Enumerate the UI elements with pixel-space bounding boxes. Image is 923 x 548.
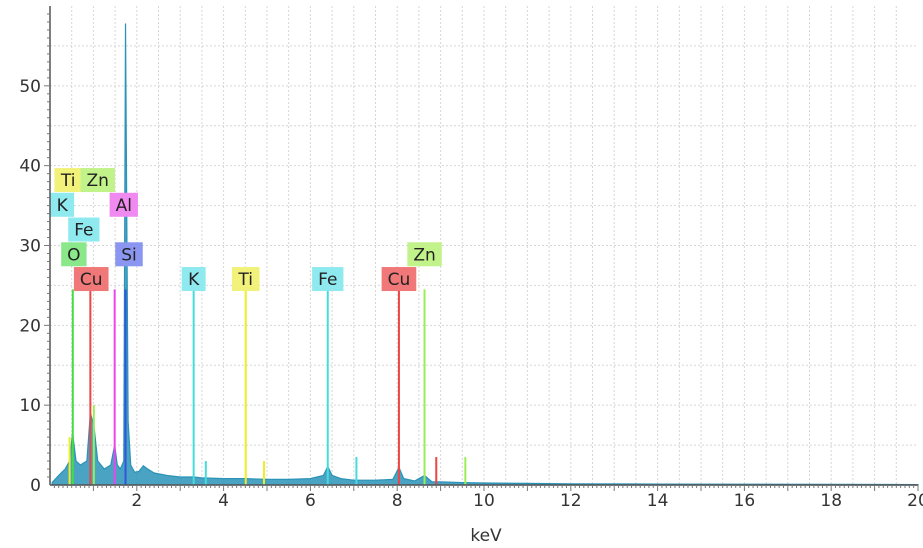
element-label-text: Cu [80, 270, 103, 290]
element-label-bg [80, 168, 115, 193]
element-label-text: K [188, 270, 200, 290]
element-label-bg [115, 242, 143, 267]
spectrum-area [51, 23, 919, 486]
x-axis-title: keV [470, 526, 502, 546]
x-tick-label: 6 [305, 491, 316, 511]
element-lines-layer [68, 289, 467, 485]
element-label-bg [312, 267, 344, 292]
element-label-bg [181, 267, 206, 292]
x-tick-label: 8 [392, 491, 403, 511]
element-label-fe: Fe [68, 217, 100, 242]
y-tick-label: 30 [19, 237, 41, 257]
element-label-bg [73, 267, 109, 292]
element-label-text: Ti [60, 171, 76, 191]
element-label-text: Al [116, 196, 132, 216]
x-tick-label: 10 [473, 491, 495, 511]
element-label-zn: Zn [407, 242, 442, 267]
element-label-zn: Zn [80, 168, 115, 193]
element-label-ti: Ti [231, 267, 260, 292]
element-label-text: Zn [413, 245, 435, 265]
element-label-text: Si [121, 245, 137, 265]
element-label-text: K [57, 196, 69, 216]
y-tick-label: 20 [19, 316, 41, 336]
element-label-k: K [181, 267, 206, 292]
spectrum-layer [51, 23, 919, 486]
element-label-k: K [50, 192, 75, 217]
element-label-si: Si [115, 242, 143, 267]
element-label-ti: Ti [54, 168, 83, 193]
element-label-bg [407, 242, 442, 267]
x-tick-label: 14 [647, 491, 669, 511]
y-tick-label: 40 [19, 157, 41, 177]
element-label-text: Ti [237, 270, 253, 290]
element-label-cu: Cu [381, 267, 417, 292]
x-tick-label: 16 [734, 491, 756, 511]
element-label-text: Zn [87, 171, 109, 191]
element-label-bg [54, 168, 83, 193]
x-tick-label: 4 [218, 491, 229, 511]
element-label-fe: Fe [312, 267, 344, 292]
y-tick-label: 0 [30, 476, 41, 496]
element-label-bg [68, 217, 100, 242]
element-label-text: Fe [74, 221, 93, 241]
element-label-text: Fe [318, 270, 337, 290]
element-label-text: Cu [388, 270, 411, 290]
y-tick-label: 10 [19, 396, 41, 416]
element-label-text: O [67, 245, 80, 265]
x-tick-label: 18 [820, 491, 842, 511]
y-tick-label: 50 [19, 77, 41, 97]
x-tick-label: 20 [907, 491, 923, 511]
element-label-bg [381, 267, 417, 292]
element-label-bg [109, 192, 138, 217]
element-label-o: O [61, 242, 87, 267]
element-label-bg [61, 242, 87, 267]
x-tick-label: 2 [131, 491, 142, 511]
element-label-bg [231, 267, 260, 292]
element-label-al: Al [109, 192, 138, 217]
grid [50, 6, 918, 485]
element-label-cu: Cu [73, 267, 109, 292]
axes: 2 4 6 8 10 12 14 16 18 20 0 10 20 30 40 50 [19, 6, 923, 511]
element-label-bg [50, 192, 75, 217]
x-tick-label: 12 [560, 491, 582, 511]
